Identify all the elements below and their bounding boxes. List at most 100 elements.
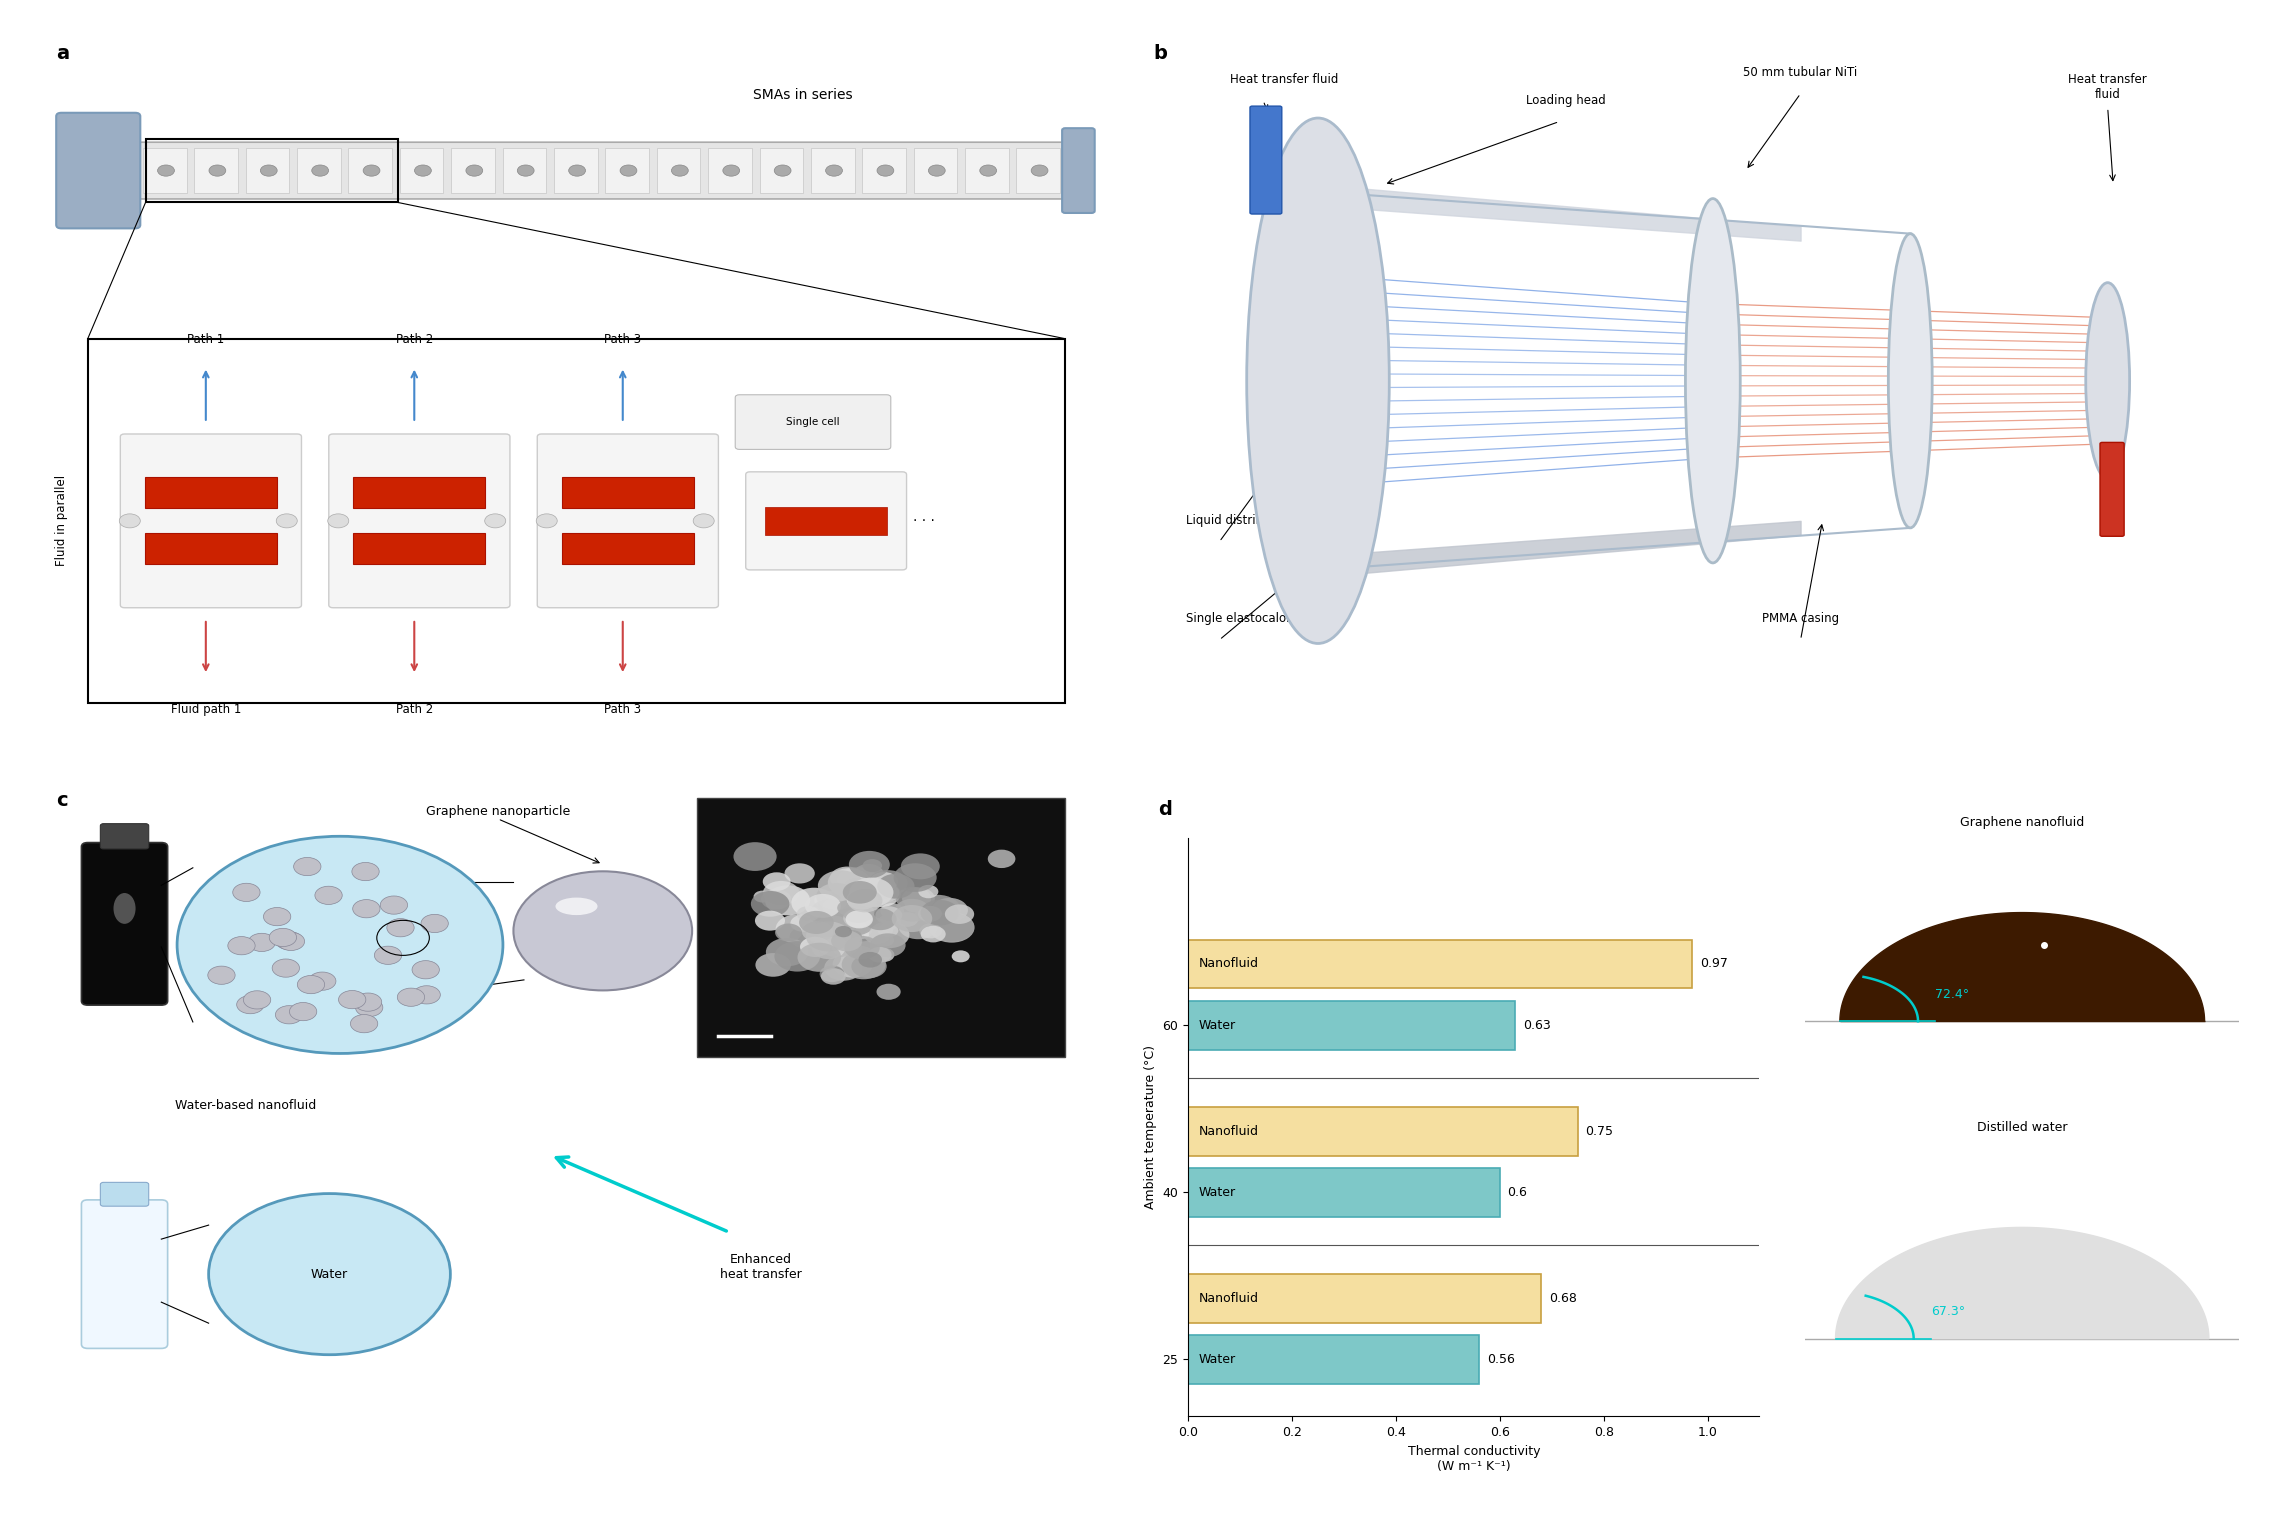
Circle shape xyxy=(898,912,937,940)
Circle shape xyxy=(756,953,791,976)
Text: Single cell: Single cell xyxy=(786,417,841,426)
Bar xyxy=(1188,1001,1515,1049)
Bar xyxy=(354,533,484,565)
Circle shape xyxy=(980,164,996,177)
Circle shape xyxy=(818,870,864,902)
Circle shape xyxy=(553,897,654,964)
Text: Nanofluid: Nanofluid xyxy=(1200,1124,1259,1138)
Circle shape xyxy=(411,961,439,979)
Circle shape xyxy=(873,947,893,963)
Bar xyxy=(194,148,238,193)
Bar xyxy=(503,148,546,193)
Circle shape xyxy=(592,924,612,938)
Circle shape xyxy=(827,915,864,940)
Text: Graphene nanofluid: Graphene nanofluid xyxy=(1961,816,2084,829)
Circle shape xyxy=(820,966,845,982)
Circle shape xyxy=(903,888,930,906)
Circle shape xyxy=(891,905,932,932)
FancyBboxPatch shape xyxy=(537,434,717,608)
Circle shape xyxy=(896,886,930,911)
Circle shape xyxy=(836,867,880,896)
Circle shape xyxy=(813,892,836,908)
Circle shape xyxy=(352,900,379,918)
Circle shape xyxy=(228,937,256,955)
Circle shape xyxy=(843,909,873,928)
Circle shape xyxy=(848,851,889,879)
Text: 0.68: 0.68 xyxy=(1549,1292,1577,1305)
Circle shape xyxy=(919,906,941,921)
Circle shape xyxy=(825,164,843,177)
Circle shape xyxy=(932,914,973,941)
Text: Loading head: Loading head xyxy=(1526,94,1606,107)
Circle shape xyxy=(276,1005,302,1023)
Circle shape xyxy=(274,932,302,950)
Ellipse shape xyxy=(1248,119,1389,643)
Circle shape xyxy=(832,931,861,952)
Bar xyxy=(1188,1168,1499,1217)
Circle shape xyxy=(877,914,900,929)
Circle shape xyxy=(800,911,834,934)
Circle shape xyxy=(386,918,414,937)
Circle shape xyxy=(834,926,852,937)
Circle shape xyxy=(932,899,969,923)
Bar xyxy=(708,148,752,193)
Circle shape xyxy=(375,946,402,964)
Circle shape xyxy=(672,164,688,177)
Circle shape xyxy=(722,164,740,177)
Circle shape xyxy=(823,899,848,915)
Bar xyxy=(144,533,276,565)
Circle shape xyxy=(576,912,631,949)
Circle shape xyxy=(414,164,432,177)
Bar xyxy=(144,148,187,193)
Circle shape xyxy=(951,950,969,963)
Circle shape xyxy=(864,926,891,944)
Circle shape xyxy=(775,914,820,943)
Circle shape xyxy=(859,952,882,967)
Text: Nanofluid: Nanofluid xyxy=(1200,958,1259,970)
FancyBboxPatch shape xyxy=(736,394,891,449)
Bar xyxy=(697,798,1065,1057)
Circle shape xyxy=(841,918,873,940)
Circle shape xyxy=(825,955,864,981)
Circle shape xyxy=(809,899,855,928)
Circle shape xyxy=(877,923,898,937)
Text: 0.56: 0.56 xyxy=(1488,1352,1515,1366)
Circle shape xyxy=(845,911,873,929)
FancyBboxPatch shape xyxy=(82,1200,167,1348)
Circle shape xyxy=(569,164,585,177)
FancyBboxPatch shape xyxy=(2100,442,2125,536)
Circle shape xyxy=(845,914,882,938)
Circle shape xyxy=(843,902,875,923)
Circle shape xyxy=(809,906,834,923)
Circle shape xyxy=(733,842,777,871)
Circle shape xyxy=(848,889,882,912)
Circle shape xyxy=(861,918,893,940)
Circle shape xyxy=(784,864,816,883)
Circle shape xyxy=(238,996,265,1014)
Circle shape xyxy=(868,921,909,949)
FancyBboxPatch shape xyxy=(1063,128,1095,213)
Circle shape xyxy=(276,513,297,528)
Circle shape xyxy=(263,908,290,926)
Bar xyxy=(144,477,276,509)
Circle shape xyxy=(587,920,619,941)
Circle shape xyxy=(903,888,935,909)
Text: 67.3°: 67.3° xyxy=(1931,1305,1965,1317)
Bar xyxy=(811,148,855,193)
Circle shape xyxy=(827,868,871,897)
Text: Water: Water xyxy=(1200,1352,1236,1366)
Text: 72.4°: 72.4° xyxy=(1935,987,1970,1001)
Circle shape xyxy=(564,905,642,956)
Text: d: d xyxy=(1158,800,1172,818)
Circle shape xyxy=(877,164,893,177)
Bar xyxy=(656,148,701,193)
Bar xyxy=(87,338,1065,704)
Y-axis label: Ambient temperature (°C): Ambient temperature (°C) xyxy=(1145,1045,1156,1209)
Text: Water: Water xyxy=(311,1267,347,1281)
FancyBboxPatch shape xyxy=(745,472,907,570)
Circle shape xyxy=(850,877,893,908)
Circle shape xyxy=(530,882,676,979)
FancyBboxPatch shape xyxy=(121,434,302,608)
Bar xyxy=(1188,1273,1542,1322)
Circle shape xyxy=(816,915,850,937)
